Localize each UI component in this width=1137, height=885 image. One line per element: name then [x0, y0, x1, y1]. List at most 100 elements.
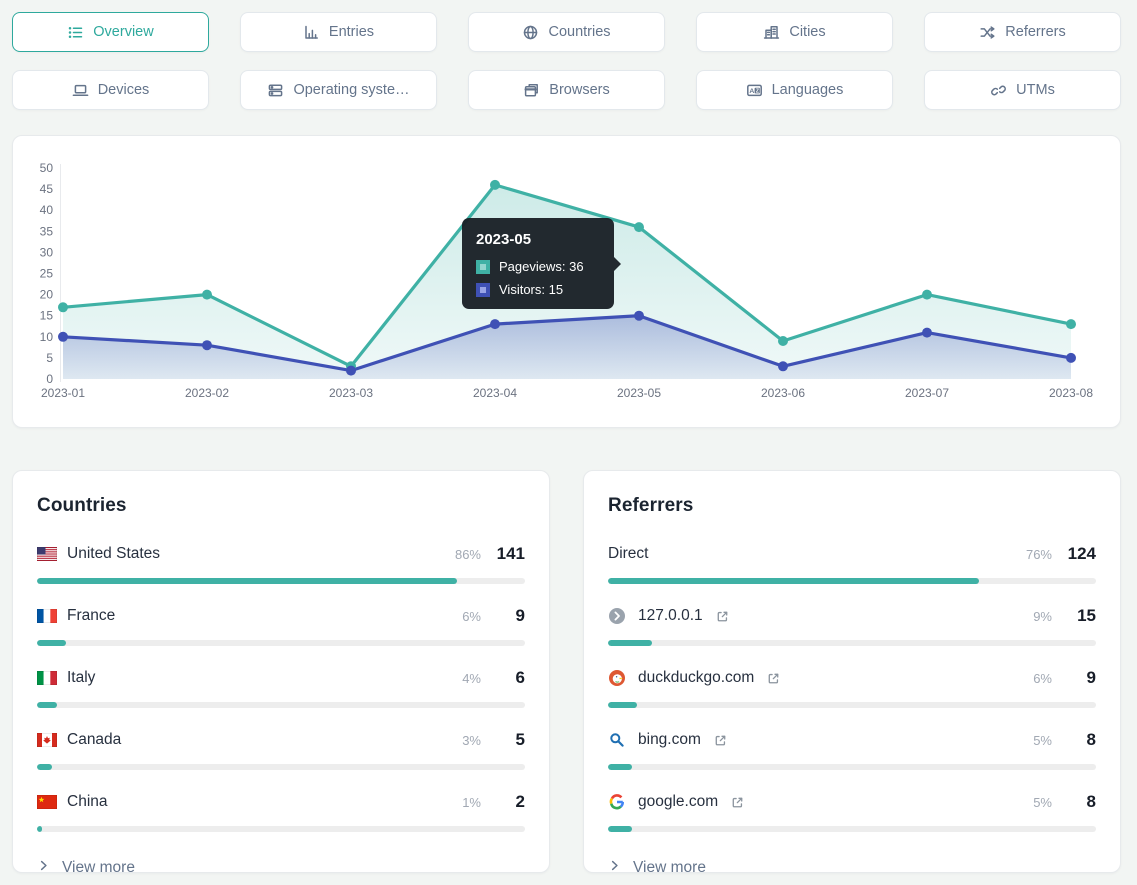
item-count: 15 [1077, 606, 1096, 625]
google-icon [608, 793, 628, 811]
referrers-card: Referrers Direct 76% 124 127.0.0.1 9% 15 duckd… [583, 470, 1121, 873]
tab-label: UTMs [1016, 82, 1055, 98]
svg-text:10: 10 [40, 330, 54, 344]
item-percent: 9% [1033, 608, 1052, 624]
series-color-swatch [476, 282, 490, 297]
referrer-row: google.com 5% 8 [608, 790, 1096, 832]
item-percent: 1% [462, 794, 481, 810]
svg-text:0: 0 [46, 372, 53, 386]
external-link-icon[interactable] [766, 671, 781, 686]
svg-text:2023-01: 2023-01 [41, 386, 85, 400]
progress-bar [608, 640, 1096, 646]
item-percent: 86% [454, 546, 481, 562]
item-count: 6 [515, 668, 525, 687]
item-name: France [67, 607, 116, 624]
tab-overview[interactable]: Overview [12, 12, 209, 52]
progress-bar [37, 578, 525, 584]
country-row: Italy 4% 6 [37, 666, 525, 708]
duckduckgo-icon [608, 669, 628, 687]
flag-us [37, 547, 57, 561]
tab-operating-systems[interactable]: Operating syste… [240, 70, 437, 110]
server-icon [267, 82, 284, 99]
chevron-right-icon [608, 859, 621, 872]
referrers-view-more-button[interactable]: View more [608, 855, 706, 873]
svg-text:30: 30 [40, 245, 54, 259]
tooltip-series-row: Visitors: 15 [476, 282, 600, 297]
svg-text:2023-08: 2023-08 [1049, 386, 1093, 400]
item-name: google.com [638, 793, 719, 810]
flag-it [37, 671, 57, 685]
external-link-icon[interactable] [730, 795, 745, 810]
svg-text:2023-06: 2023-06 [761, 386, 805, 400]
tab-countries[interactable]: Countries [468, 12, 665, 52]
referrers-card-title: Referrers [608, 495, 694, 516]
tooltip-date: 2023-05 [476, 231, 532, 248]
tab-entries[interactable]: Entries [240, 12, 437, 52]
tab-label: Cities [789, 24, 826, 40]
country-row: Canada 3% 5 [37, 728, 525, 770]
item-percent: 3% [462, 732, 481, 748]
item-count: 124 [1067, 544, 1096, 563]
tab-label: Languages [771, 82, 844, 98]
series-value: Visitors: 15 [499, 282, 564, 297]
tab-languages[interactable]: A Z Languages [696, 70, 893, 110]
referrer-row: 127.0.0.1 9% 15 [608, 604, 1096, 646]
item-count: 141 [496, 544, 525, 563]
svg-text:2023-05: 2023-05 [617, 386, 661, 400]
progress-bar [37, 640, 525, 646]
item-name: duckduckgo.com [638, 669, 755, 686]
tab-label: Countries [548, 24, 611, 40]
referrer-row: bing.com 5% 8 [608, 728, 1096, 770]
item-count: 8 [1086, 792, 1096, 811]
list-icon [67, 24, 84, 41]
item-percent: 4% [462, 670, 481, 686]
item-name: Italy [67, 669, 96, 686]
item-percent: 5% [1033, 732, 1052, 748]
item-count: 2 [515, 792, 525, 811]
flag-fr [37, 609, 57, 623]
svg-text:40: 40 [40, 203, 54, 217]
traffic-chart-card: 0 5 10 15 20 25 30 35 40 45 50 2023-01 2023-02 2023-0… [12, 135, 1121, 428]
svg-text:25: 25 [40, 267, 54, 281]
svg-text:Z: Z [756, 88, 759, 94]
item-percent: 6% [462, 608, 481, 624]
item-count: 9 [515, 606, 525, 625]
progress-bar [608, 826, 1096, 832]
svg-text:20: 20 [40, 288, 54, 302]
tab-browsers[interactable]: Browsers [468, 70, 665, 110]
svg-text:2023-07: 2023-07 [905, 386, 949, 400]
svg-text:5: 5 [46, 351, 53, 365]
shuffle-icon [979, 24, 996, 41]
svg-text:15: 15 [40, 309, 54, 323]
tab-label: Entries [328, 24, 375, 40]
view-more-label: View more [633, 859, 706, 873]
countries-card-title: Countries [37, 495, 127, 516]
item-name: bing.com [638, 731, 701, 748]
progress-bar [608, 578, 1096, 584]
svg-text:A: A [749, 88, 754, 95]
svg-text:2023-04: 2023-04 [473, 386, 517, 400]
tab-referrers[interactable]: Referrers [924, 12, 1121, 52]
tab-label: Overview [93, 24, 154, 40]
country-row: China 1% 2 [37, 790, 525, 832]
countries-view-more-button[interactable]: View more [37, 855, 135, 873]
svg-text:50: 50 [40, 161, 54, 175]
series-color-swatch [476, 259, 490, 274]
tab-devices[interactable]: Devices [12, 70, 209, 110]
tooltip-series-row: Pageviews: 36 [476, 259, 600, 274]
item-name: 127.0.0.1 [638, 607, 703, 624]
item-percent: 6% [1033, 670, 1052, 686]
svg-text:2023-03: 2023-03 [329, 386, 373, 400]
item-percent: 5% [1033, 794, 1052, 810]
external-link-icon[interactable] [713, 733, 728, 748]
bing-icon [608, 731, 628, 749]
tab-label: Operating syste… [293, 82, 410, 98]
tab-cities[interactable]: Cities [696, 12, 893, 52]
view-more-label: View more [62, 859, 135, 873]
item-name: United States [67, 545, 161, 562]
tab-utms[interactable]: UTMs [924, 70, 1121, 110]
item-percent: 76% [1025, 546, 1052, 562]
tab-label: Referrers [1005, 24, 1066, 40]
external-link-icon[interactable] [715, 609, 730, 624]
